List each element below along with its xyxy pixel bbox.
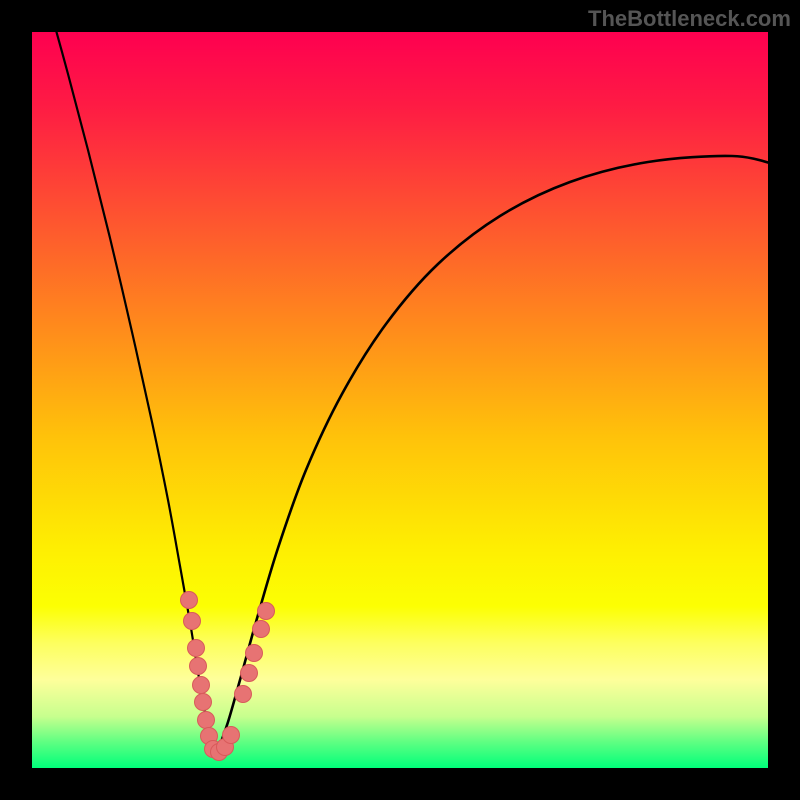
data-marker	[188, 640, 205, 657]
watermark-text: TheBottleneck.com	[588, 6, 791, 32]
marker-group	[181, 592, 275, 761]
curve-left-branch	[49, 32, 211, 742]
plot-area	[32, 32, 768, 768]
data-marker	[181, 592, 198, 609]
data-marker	[235, 686, 252, 703]
data-marker	[241, 665, 258, 682]
data-marker	[258, 603, 275, 620]
data-marker	[253, 621, 270, 638]
chart-frame: TheBottleneck.com	[0, 0, 800, 800]
data-marker	[223, 727, 240, 744]
data-marker	[198, 712, 215, 729]
curve-right-branch	[218, 156, 768, 750]
chart-svg	[32, 32, 768, 768]
data-marker	[190, 658, 207, 675]
data-marker	[246, 645, 263, 662]
data-marker	[193, 677, 210, 694]
data-marker	[184, 613, 201, 630]
data-marker	[195, 694, 212, 711]
